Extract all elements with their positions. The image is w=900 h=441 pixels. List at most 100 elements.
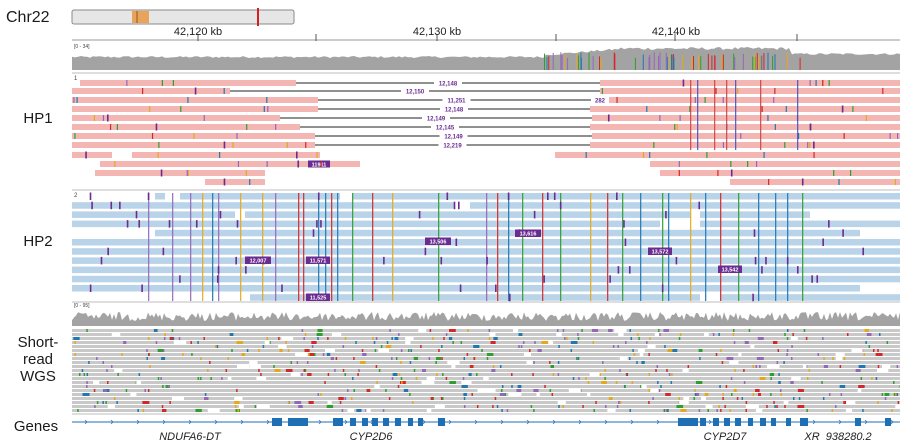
short-read-mismatch: [619, 401, 622, 404]
short-read-mismatch: [78, 373, 81, 376]
short-read-mismatch: [401, 381, 403, 384]
short-read-mismatch: [577, 357, 580, 360]
hp1-mismatch: [93, 115, 96, 121]
short-read-mismatch: [777, 349, 780, 352]
short-read-mismatch: [699, 357, 701, 360]
short-read-mismatch: [592, 341, 594, 344]
hp2-indel-marker: [495, 284, 497, 292]
short-read-mismatch: [725, 385, 728, 388]
hp1-mismatch: [161, 80, 163, 86]
short-read-mismatch: [436, 373, 438, 376]
hp2-variant-column: [240, 193, 242, 301]
short-read-mismatch: [311, 341, 317, 344]
hp1-variant-column: [714, 80, 716, 150]
hp1-deletion-label: 12,219: [443, 144, 462, 150]
hp1-mismatch: [158, 142, 160, 148]
short-read-mismatch: [577, 333, 579, 336]
hp1-mismatch: [897, 133, 899, 139]
hp2-insertion-label: 13,506: [430, 240, 447, 246]
hp2-variant-column: [337, 193, 339, 301]
short-read-gap: [172, 397, 185, 400]
short-read-mismatch: [562, 329, 565, 332]
hp2-insertion-label: 11,571: [310, 259, 327, 265]
short-read-mismatch: [473, 345, 480, 348]
short-read-mismatch: [593, 409, 595, 412]
short-read-mismatch: [347, 389, 349, 392]
hp2-variant-column: [331, 193, 333, 301]
short-read-row: [72, 341, 900, 344]
gene-name-label: CYP2D7: [704, 431, 748, 441]
short-read-mismatch: [780, 393, 782, 396]
short-read-gap: [249, 365, 261, 368]
hp2-indel-marker: [675, 256, 678, 265]
gene-exon: [786, 418, 791, 426]
hp1-mismatch: [102, 115, 105, 121]
hp1-mismatch: [797, 133, 800, 139]
ideogram-band: [132, 11, 149, 23]
short-read-mismatch: [96, 357, 98, 360]
short-read-mismatch: [881, 393, 884, 396]
hp1-variant-column: [797, 80, 799, 150]
short-read-mismatch: [461, 385, 468, 388]
hp2-variant-column: [738, 193, 740, 301]
hp1-indel-marker: [682, 79, 685, 87]
hp1-read: [650, 161, 900, 167]
hp1-mismatch: [246, 124, 248, 130]
short-read-mismatch: [157, 349, 163, 352]
short-read-mismatch: [659, 333, 661, 336]
short-read-mismatch: [441, 357, 443, 360]
short-read-mismatch: [86, 385, 88, 388]
short-read-mismatch: [488, 329, 491, 332]
short-read-mismatch: [721, 361, 724, 364]
short-read-mismatch: [373, 341, 376, 344]
hp2-indel-marker: [236, 220, 239, 228]
short-read-mismatch: [551, 393, 554, 396]
short-read-mismatch: [793, 397, 795, 400]
short-read-mismatch: [774, 405, 776, 408]
short-read-mismatch: [334, 369, 336, 372]
short-read-mismatch: [865, 341, 867, 344]
short-read-mismatch: [273, 365, 275, 368]
short-read-gap: [845, 409, 852, 412]
short-read-mismatch: [806, 409, 808, 412]
short-read-mismatch: [376, 381, 378, 384]
hp2-variant-column: [275, 193, 277, 301]
short-read-mismatch: [648, 373, 650, 376]
gene-exon: [372, 418, 378, 426]
hp2-read: [250, 294, 700, 301]
short-read-mismatch: [431, 397, 434, 400]
hp2-indel-marker: [828, 220, 830, 228]
hp1-mismatch: [172, 80, 174, 86]
short-read-mismatch: [382, 409, 385, 412]
short-read-mismatch: [886, 341, 889, 344]
short-read-mismatch: [687, 365, 690, 368]
gene-exon: [418, 418, 423, 426]
hp1-mismatch: [157, 152, 159, 158]
short-read-mismatch: [552, 373, 555, 376]
hp1-deletion-label: 12,149: [444, 135, 463, 141]
hp1-mismatch: [767, 115, 769, 121]
short-read-gap: [682, 369, 689, 372]
short-read-mismatch: [499, 393, 506, 396]
short-read-mismatch: [733, 389, 737, 392]
gene-strand-arrow: [240, 419, 244, 425]
hp1-indel-marker: [194, 87, 197, 95]
short-read-mismatch: [759, 365, 761, 368]
hp1-mismatch: [649, 152, 651, 158]
hp2-indel-marker: [628, 266, 631, 274]
short-read-mismatch: [352, 377, 354, 380]
hp2-indel-marker: [162, 247, 165, 256]
short-read-gap: [526, 361, 533, 364]
short-read-mismatch: [862, 409, 864, 412]
short-read-mismatch: [138, 373, 141, 376]
gene-exon: [713, 418, 719, 426]
short-read-wgs-label: Short- read WGS: [8, 334, 68, 385]
short-read-label-line-3: WGS: [20, 368, 56, 385]
gene-strand-arrow: [214, 419, 218, 425]
gene-exon: [885, 418, 891, 426]
hp2-variant-column: [172, 193, 174, 301]
hp1-read: [72, 152, 112, 158]
hp2-indel-marker: [89, 192, 92, 200]
hp2-indel-marker: [110, 201, 113, 210]
short-read-mismatch: [378, 369, 381, 372]
